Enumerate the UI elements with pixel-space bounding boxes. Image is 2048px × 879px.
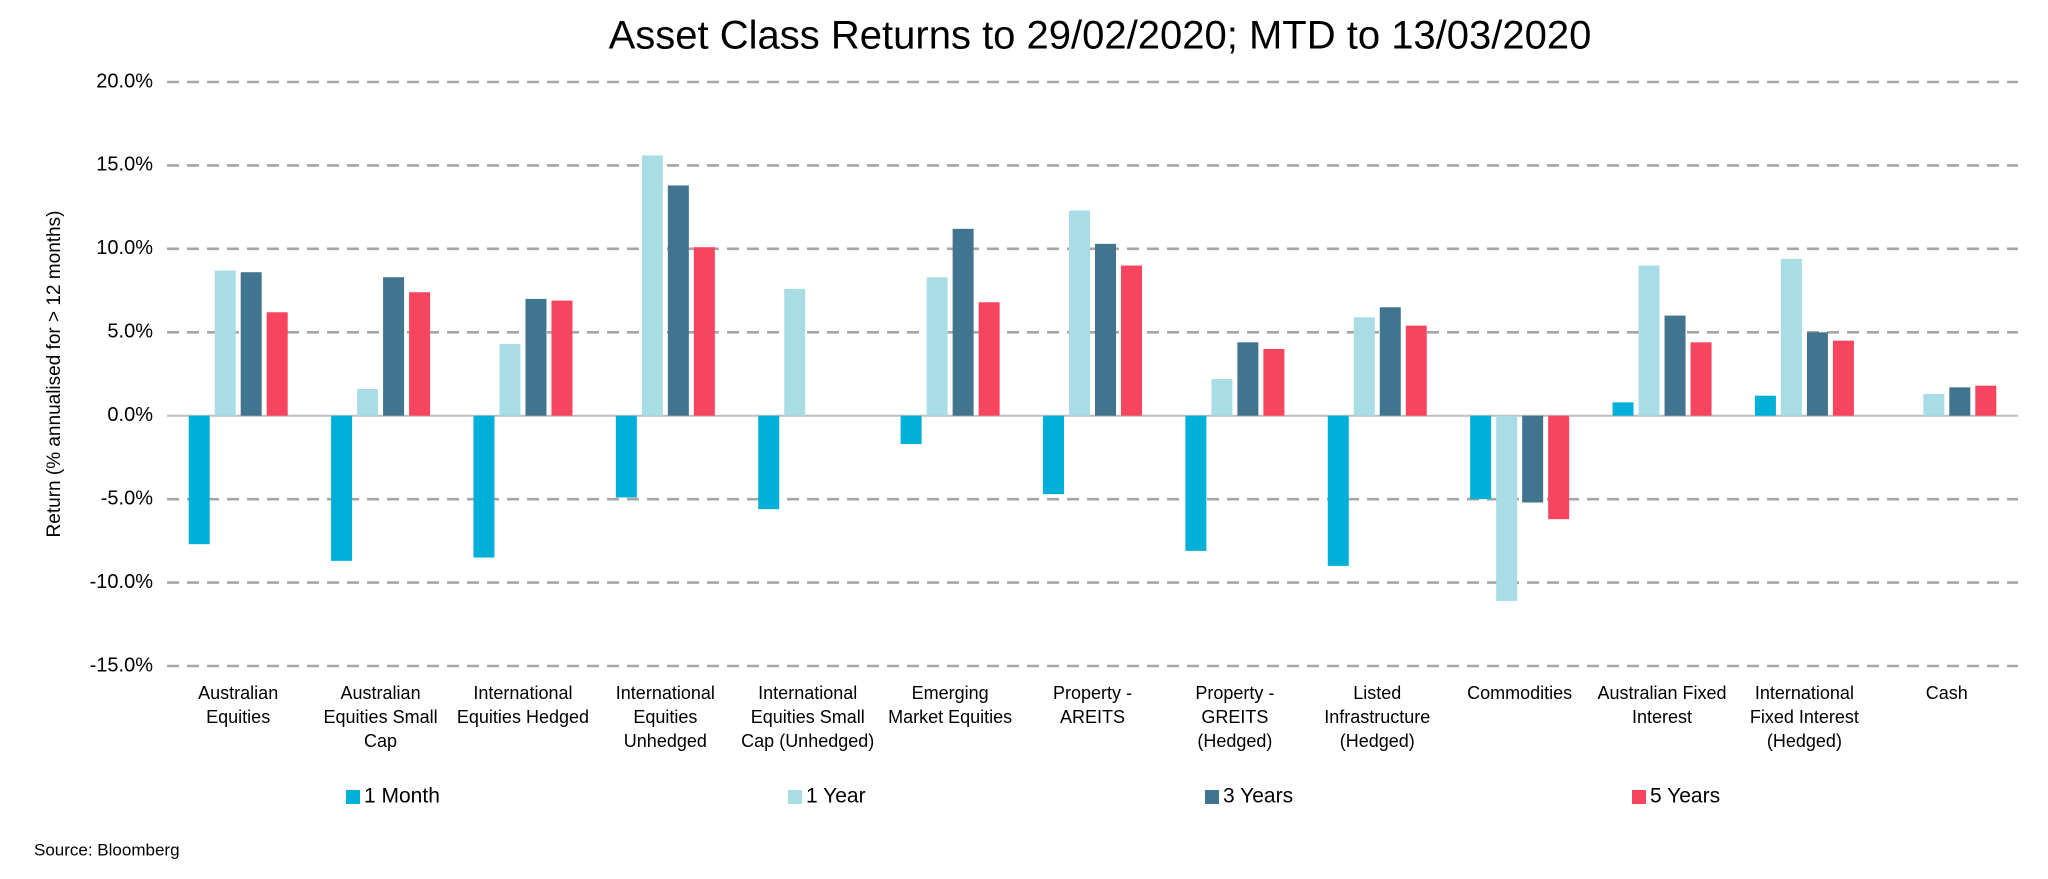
bar	[1754, 395, 1776, 416]
bar	[1470, 415, 1492, 500]
bar	[499, 343, 521, 416]
legend-swatch	[1205, 790, 1219, 804]
bar	[1121, 265, 1142, 416]
bar	[784, 288, 806, 416]
bar	[1949, 387, 1971, 416]
bar	[1353, 317, 1375, 416]
bar	[1043, 415, 1064, 495]
bar	[1095, 243, 1116, 416]
bar	[383, 277, 405, 416]
bar	[1327, 415, 1349, 566]
bar	[1069, 210, 1090, 416]
x-tick-label: Property - GREITS (Hedged)	[1195, 683, 1275, 751]
bar	[1780, 258, 1802, 416]
y-tick-label: 0.0%	[107, 404, 153, 426]
x-tick-label: Commodities	[1467, 683, 1573, 703]
source-note: Source: Bloomberg	[34, 840, 180, 859]
bar	[551, 300, 573, 416]
bar	[1496, 415, 1518, 601]
x-tick-label: International Fixed Interest (Hedged)	[1749, 683, 1859, 751]
chart-title: Asset Class Returns to 29/02/2020; MTD t…	[609, 14, 1592, 58]
bar	[1185, 415, 1207, 551]
legend-swatch	[788, 790, 802, 804]
bar	[1211, 379, 1233, 416]
bar	[214, 270, 236, 416]
bar	[525, 298, 547, 416]
bar	[667, 185, 689, 416]
bar	[1548, 415, 1570, 520]
x-tick-label: Australian Fixed Interest	[1597, 683, 1727, 727]
bar	[1263, 348, 1285, 416]
bar	[1638, 265, 1660, 416]
x-tick-label: Listed Infrastructure (Hedged)	[1324, 683, 1431, 751]
bar	[266, 312, 288, 416]
bar	[1379, 307, 1401, 416]
bar	[641, 155, 663, 416]
bar	[331, 415, 353, 561]
x-tick-label: International Equities Hedged	[456, 683, 589, 727]
bar	[357, 389, 379, 416]
bar	[1923, 394, 1945, 416]
bar	[1806, 332, 1828, 416]
y-tick-label: 10.0%	[96, 237, 153, 259]
x-tick-label: International Equities Unhedged	[615, 683, 715, 751]
bar	[188, 415, 210, 545]
bar	[1664, 315, 1686, 416]
bar	[758, 415, 780, 510]
bar	[409, 292, 431, 416]
bar	[1237, 342, 1259, 416]
bar	[1522, 415, 1544, 503]
x-tick-label: Australian Equities	[198, 683, 279, 727]
x-tick-label: Australian Equities Small Cap	[323, 683, 438, 751]
legend-label: 3 Years	[1223, 785, 1293, 808]
y-axis-title: Return (% annualised for > 12 months)	[44, 211, 65, 538]
bar	[1832, 340, 1854, 416]
x-tick-label: Emerging Market Equities	[888, 683, 1013, 727]
x-tick-label: Property - AREITS	[1052, 683, 1133, 727]
legend-swatch	[346, 790, 360, 804]
x-tick-label: International Equities Small Cap (Unhedg…	[741, 683, 875, 751]
bar	[1690, 342, 1712, 416]
y-tick-label: 20.0%	[96, 70, 153, 92]
bar	[900, 415, 922, 445]
bar	[952, 228, 974, 416]
y-tick-label: 15.0%	[96, 154, 153, 176]
legend-swatch	[1632, 790, 1646, 804]
bar	[1975, 385, 1997, 416]
legend-label: 1 Year	[806, 785, 866, 808]
bar	[1612, 402, 1634, 416]
y-tick-label: -5.0%	[101, 487, 153, 509]
bar	[615, 415, 637, 498]
bar	[1405, 325, 1427, 416]
bar	[978, 302, 1000, 416]
x-tick-label: Cash	[1925, 683, 1968, 703]
bar	[240, 272, 262, 416]
bar	[473, 415, 495, 558]
y-tick-label: 5.0%	[107, 321, 153, 343]
bar	[693, 247, 715, 416]
y-tick-label: -10.0%	[90, 571, 154, 593]
legend-label: 5 Years	[1650, 785, 1720, 808]
y-tick-label: -15.0%	[90, 654, 154, 676]
legend-label: 1 Month	[364, 785, 440, 808]
bar	[926, 277, 948, 416]
